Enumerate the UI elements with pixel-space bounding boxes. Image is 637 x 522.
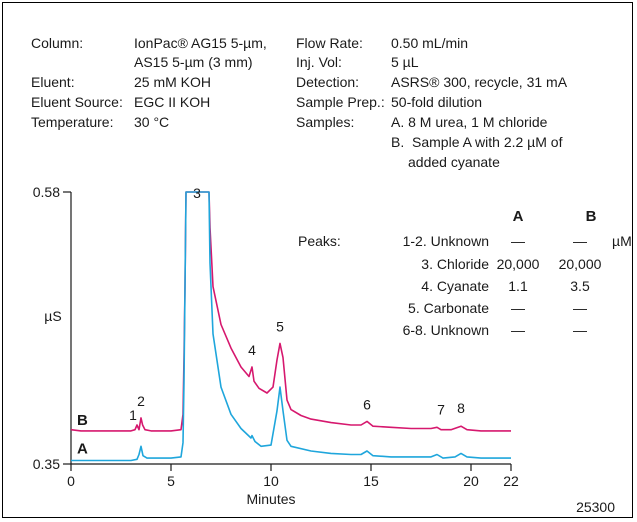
peak-label: 2 — [137, 393, 145, 409]
cond-value-sample-b-2: added cyanate — [408, 154, 500, 170]
x-axis-label: Minutes — [246, 491, 295, 507]
y-tick-label-min: 0.35 — [33, 456, 60, 472]
cond-value-eluent: 25 mM KOH — [134, 74, 211, 90]
peak-table-unit: µM — [612, 233, 632, 249]
peak-row-name: 1-2. Unknown — [403, 233, 489, 249]
y-axis-label: µS — [44, 308, 61, 324]
cond-value-sample-a: A. 8 M urea, 1 M chloride — [391, 114, 548, 130]
chromatogram-figure: Column: IonPac® AG15 5-µm, AS15 5-µm (3 … — [31, 35, 632, 515]
x-tick-label: 10 — [263, 473, 279, 489]
peak-row-a: — — [511, 233, 525, 249]
cond-label-detection: Detection: — [296, 74, 359, 90]
chromatogram-traces — [70, 191, 511, 462]
cond-label-sample-prep: Sample Prep.: — [296, 94, 385, 110]
peak-label: 5 — [276, 319, 284, 335]
x-tick-label: 22 — [503, 473, 519, 489]
peak-label: 7 — [437, 401, 445, 417]
x-tick-label: 0 — [67, 473, 75, 489]
peak-row-name: 6-8. Unknown — [403, 322, 489, 338]
conditions-left: Column: IonPac® AG15 5-µm, AS15 5-µm (3 … — [31, 35, 267, 130]
peak-label: 8 — [457, 400, 465, 416]
figure-frame: Column: IonPac® AG15 5-µm, AS15 5-µm (3 … — [2, 2, 633, 518]
peak-row-name: 3. Chloride — [421, 256, 489, 272]
peak-table-heading: Peaks: — [298, 233, 341, 249]
cond-value-eluent-source: EGC II KOH — [134, 94, 210, 110]
x-tick-label: 20 — [463, 473, 479, 489]
peak-row-name: 5. Carbonate — [408, 300, 489, 316]
figure-id: 25300 — [576, 499, 615, 515]
cond-label-inj-vol: Inj. Vol: — [296, 54, 342, 70]
cond-label-eluent-source: Eluent Source: — [31, 94, 123, 110]
cond-value-column-2: AS15 5-µm (3 mm) — [134, 54, 253, 70]
trace-label-a: A — [77, 440, 88, 457]
peak-table: A B Peaks: µM 1-2. Unknown — — 3. Chlori… — [298, 208, 632, 338]
peak-annotations: BA 12 3 4 5 6 7 8 — [77, 185, 465, 457]
peak-row-a: — — [511, 322, 525, 338]
cond-label-temperature: Temperature: — [31, 114, 113, 130]
cond-value-temperature: 30 °C — [134, 114, 169, 130]
peak-row-a: 1.1 — [508, 278, 528, 294]
y-tick-label-max: 0.58 — [33, 184, 60, 200]
cond-value-sample-prep: 50-fold dilution — [391, 94, 482, 110]
x-tick-label: 5 — [167, 473, 175, 489]
peak-table-col-a: A — [513, 208, 524, 225]
peak-table-col-b: B — [586, 208, 597, 225]
peak-label: 4 — [248, 342, 256, 358]
peak-row-b: — — [573, 322, 587, 338]
peak-row-a: — — [511, 300, 525, 316]
trace-label-b: B — [77, 412, 88, 429]
peak-row-b: — — [573, 233, 587, 249]
cond-value-column: IonPac® AG15 5-µm, — [134, 35, 267, 51]
peak-label: 1 — [129, 407, 137, 423]
peak-row-name: 4. Cyanate — [421, 278, 489, 294]
peak-label: 3 — [193, 185, 201, 201]
cond-value-sample-b: B. Sample A with 2.2 µM of — [391, 134, 563, 150]
cond-label-samples: Samples: — [296, 114, 354, 130]
cond-label-flow-rate: Flow Rate: — [296, 35, 363, 51]
x-ticks: 0 5 10 15 20 22 — [67, 464, 519, 489]
cond-value-flow-rate: 0.50 mL/min — [391, 35, 468, 51]
cond-label-column: Column: — [31, 35, 83, 51]
cond-label-eluent: Eluent: — [31, 74, 75, 90]
conditions-right: Flow Rate: 0.50 mL/min Inj. Vol: 5 µL De… — [296, 35, 568, 170]
trace-b — [70, 191, 511, 432]
cond-value-inj-vol: 5 µL — [391, 54, 419, 70]
x-tick-label: 15 — [363, 473, 379, 489]
peak-row-b: 3.5 — [570, 278, 590, 294]
peak-row-a: 20,000 — [497, 256, 540, 272]
peak-row-b: 20,000 — [559, 256, 602, 272]
peak-label: 6 — [363, 397, 371, 413]
trace-a — [71, 191, 511, 462]
cond-value-detection: ASRS® 300, recycle, 31 mA — [391, 74, 568, 90]
peak-row-b: — — [573, 300, 587, 316]
